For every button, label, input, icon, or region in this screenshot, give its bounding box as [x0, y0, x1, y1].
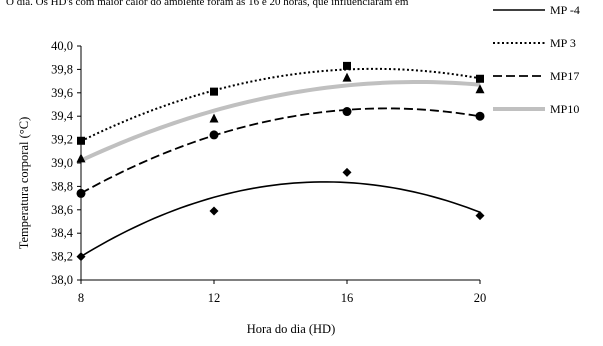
- data-point-mp17: [209, 130, 219, 140]
- series-line-mp-4: [80, 181, 481, 258]
- data-point-mp10: [209, 113, 219, 123]
- data-point-mp3: [343, 61, 351, 70]
- y-tick-label: 39,8: [51, 62, 73, 76]
- legend: MP -4 MP 3 MP17 MP10: [493, 3, 580, 116]
- data-point-mp3: [210, 87, 218, 96]
- data-point-mp10: [475, 84, 485, 94]
- y-tick-label: 39,6: [51, 86, 73, 100]
- legend-label-mp17: MP17: [550, 69, 579, 83]
- legend-label-mp3: MP 3: [550, 36, 576, 50]
- x-tick-label: 16: [341, 291, 354, 305]
- data-point-mp-4: [76, 252, 86, 262]
- y-tick-label: 39,2: [51, 133, 73, 147]
- y-tick-label: 38,4: [51, 226, 74, 240]
- legend-label-mp-4: MP -4: [550, 3, 580, 17]
- series-line-mp3: [80, 67, 481, 143]
- data-point-mp-4: [475, 211, 485, 221]
- series-line-mp17: [80, 107, 481, 195]
- x-tick-label: 12: [208, 291, 221, 305]
- data-point-mp3: [476, 74, 484, 83]
- y-tick-label: 39,0: [51, 156, 73, 170]
- data-point-mp17: [76, 188, 86, 198]
- y-axis-title: Temperatura corporal (°C): [17, 117, 31, 250]
- y-tick-label: 38,6: [51, 203, 73, 217]
- y-tick-label: 38,8: [51, 179, 73, 193]
- clipped-header-text: O dia. Os HD's com maior calor do ambien…: [6, 0, 409, 8]
- y-tick-label: 38,2: [51, 250, 73, 264]
- data-point-mp10: [76, 153, 86, 163]
- y-tick-label: 39,4: [51, 109, 74, 123]
- data-point-mp10: [342, 72, 352, 82]
- data-point-mp-4: [342, 167, 352, 177]
- series-line-mp10: [80, 79, 481, 163]
- data-point-mp17: [342, 107, 352, 117]
- plot-area: 38,0 38,2 38,4 38,6 38,8 39,0 39,2 39,4 39,6 39,8…: [51, 39, 486, 305]
- y-tick-label: 40,0: [51, 39, 73, 53]
- x-tick-label: 8: [78, 291, 84, 305]
- data-point-mp17: [475, 111, 485, 121]
- data-point-mp-4: [209, 206, 219, 216]
- x-axis-title: Hora do dia (HD): [247, 322, 336, 336]
- x-tick-label: 20: [474, 291, 487, 305]
- legend-label-mp10: MP10: [550, 102, 579, 116]
- y-tick-label: 38,0: [51, 273, 73, 287]
- data-point-mp3: [77, 136, 85, 145]
